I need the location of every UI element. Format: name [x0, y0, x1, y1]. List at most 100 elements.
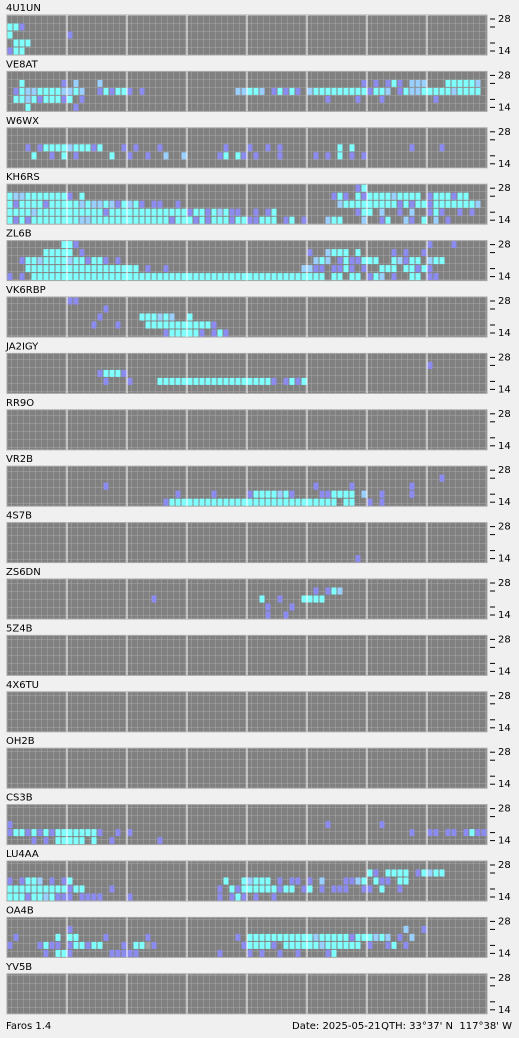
- beacon-cell: [37, 893, 43, 901]
- beacon-cell: [439, 474, 445, 482]
- beacon-cell: [301, 216, 307, 224]
- station-name: RR9O: [6, 398, 34, 409]
- beacon-cell: [37, 95, 43, 103]
- beacon-cell: [163, 321, 169, 329]
- beacon-cell: [301, 265, 307, 273]
- beacon-cell: [319, 87, 325, 95]
- beacon-cell: [67, 837, 73, 845]
- beacon-cell: [385, 869, 391, 877]
- beacon-cell: [103, 933, 109, 941]
- beacon-cell: [109, 216, 115, 224]
- beacon-cell: [229, 377, 235, 385]
- beacon-cell: [337, 200, 343, 208]
- beacon-cell: [175, 200, 181, 208]
- beacon-cell: [61, 192, 67, 200]
- band-label-bottom: 14: [498, 666, 511, 677]
- beacon-cell: [319, 498, 325, 506]
- beacon-cell: [109, 369, 115, 377]
- beacon-cell: [91, 829, 97, 837]
- beacon-cell: [37, 885, 43, 893]
- beacon-cell: [121, 200, 127, 208]
- beacon-cell: [367, 498, 373, 506]
- beacon-cell: [331, 265, 337, 273]
- beacon-cell: [37, 265, 43, 273]
- beacon-cell: [157, 273, 163, 281]
- beacon-cell: [397, 200, 403, 208]
- beacon-cell: [325, 498, 331, 506]
- beacon-cell: [283, 377, 289, 385]
- beacon-cell: [349, 933, 355, 941]
- beacon-cell: [91, 941, 97, 949]
- beacon-cell: [19, 208, 25, 216]
- beacon-cell: [151, 216, 157, 224]
- beacon-cell: [139, 87, 145, 95]
- band-label-top: 28: [498, 973, 511, 984]
- beacon-cell: [193, 498, 199, 506]
- beacon-cell: [247, 216, 253, 224]
- beacon-cell: [331, 933, 337, 941]
- beacon-cell: [85, 829, 91, 837]
- beacon-cell: [19, 47, 25, 55]
- beacon-cell: [13, 87, 19, 95]
- beacon-cell: [325, 933, 331, 941]
- station-name: LU4AA: [6, 849, 39, 860]
- station-name: 4U1UN: [6, 3, 41, 14]
- beacon-cell: [49, 87, 55, 95]
- beacon-cell: [205, 216, 211, 224]
- beacon-cell: [403, 87, 409, 95]
- beacon-cell: [121, 144, 127, 152]
- beacon-cell: [247, 273, 253, 281]
- beacon-cell: [259, 273, 265, 281]
- beacon-cell: [289, 603, 295, 611]
- app-version: Faros 1.4: [6, 1021, 51, 1032]
- beacon-cell: [91, 893, 97, 901]
- beacon-cell: [313, 265, 319, 273]
- beacon-cell: [121, 949, 127, 957]
- beacon-cell: [391, 79, 397, 87]
- beacon-cell: [271, 941, 277, 949]
- beacon-cell: [355, 555, 361, 563]
- beacon-cell: [331, 941, 337, 949]
- beacon-cell: [43, 216, 49, 224]
- beacon-cell: [409, 482, 415, 490]
- beacon-cell: [133, 200, 139, 208]
- beacon-cell: [247, 885, 253, 893]
- beacon-cell: [163, 498, 169, 506]
- beacon-cell: [151, 595, 157, 603]
- beacon-cell: [307, 595, 313, 603]
- beacon-cell: [49, 208, 55, 216]
- beacon-cell: [409, 490, 415, 498]
- beacon-cell: [409, 829, 415, 837]
- beacon-cell: [337, 885, 343, 893]
- beacon-cell: [439, 208, 445, 216]
- beacon-cell: [271, 490, 277, 498]
- beacon-cell: [355, 941, 361, 949]
- beacon-cell: [343, 933, 349, 941]
- beacon-cell: [169, 208, 175, 216]
- beacon-cell: [235, 377, 241, 385]
- beacon-cell: [403, 877, 409, 885]
- beacon-cell: [325, 587, 331, 595]
- beacon-cell: [31, 152, 37, 160]
- beacon-cell: [235, 216, 241, 224]
- beacon-cell: [31, 95, 37, 103]
- beacon-cell: [373, 933, 379, 941]
- beacon-cell: [361, 79, 367, 87]
- beacon-cell: [115, 208, 121, 216]
- beacon-cell: [175, 498, 181, 506]
- beacon-cell: [169, 321, 175, 329]
- beacon-cell: [427, 273, 433, 281]
- beacon-cell: [49, 885, 55, 893]
- beacon-cell: [397, 87, 403, 95]
- beacon-cell: [175, 273, 181, 281]
- beacon-cell: [265, 377, 271, 385]
- beacon-cell: [205, 321, 211, 329]
- beacon-cell: [115, 257, 121, 265]
- beacon-cell: [127, 152, 133, 160]
- beacon-cell: [49, 200, 55, 208]
- beacon-cell: [451, 829, 457, 837]
- beacon-cell: [73, 829, 79, 837]
- beacon-cell: [85, 257, 91, 265]
- beacon-cell: [49, 273, 55, 281]
- beacon-cell: [475, 79, 481, 87]
